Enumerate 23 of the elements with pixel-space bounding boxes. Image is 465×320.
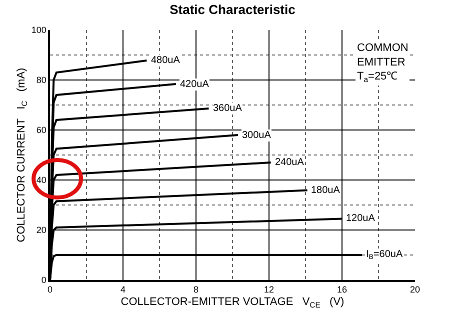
x-axis-title: COLLECTOR-EMITTER VOLTAGE V$_{CE}$ (V): [120, 296, 344, 310]
y-tick-label: 0: [41, 275, 46, 286]
annotation: COMMON EMITTER T$_{a}$=25℃: [357, 42, 408, 84]
x-tick-label: 12: [264, 284, 274, 295]
y-tick-label: 40: [36, 175, 46, 186]
series-label: I$_{B}$=60uA: [366, 249, 403, 262]
series-label: 180uA: [311, 185, 340, 196]
y-tick-label: 100: [31, 25, 46, 36]
series-label: 240uA: [275, 157, 304, 168]
series-label: 360uA: [213, 103, 242, 114]
series-label: 420uA: [180, 79, 210, 90]
y-tick-label: 20: [36, 225, 46, 236]
x-tick-label: 0: [47, 284, 53, 295]
x-tick-label: 20: [410, 284, 420, 295]
x-tick-label: 8: [193, 284, 199, 295]
y-tick-label: 60: [36, 125, 46, 136]
chart-title: Static Characteristic: [170, 2, 296, 17]
series-label: 300uA: [242, 130, 272, 141]
x-tick-label: 16: [336, 284, 348, 295]
series-label: 120uA: [346, 213, 376, 224]
y-tick-label: 80: [36, 75, 46, 86]
x-tick-label: 4: [120, 284, 126, 295]
series-label: 480uA: [151, 55, 180, 66]
